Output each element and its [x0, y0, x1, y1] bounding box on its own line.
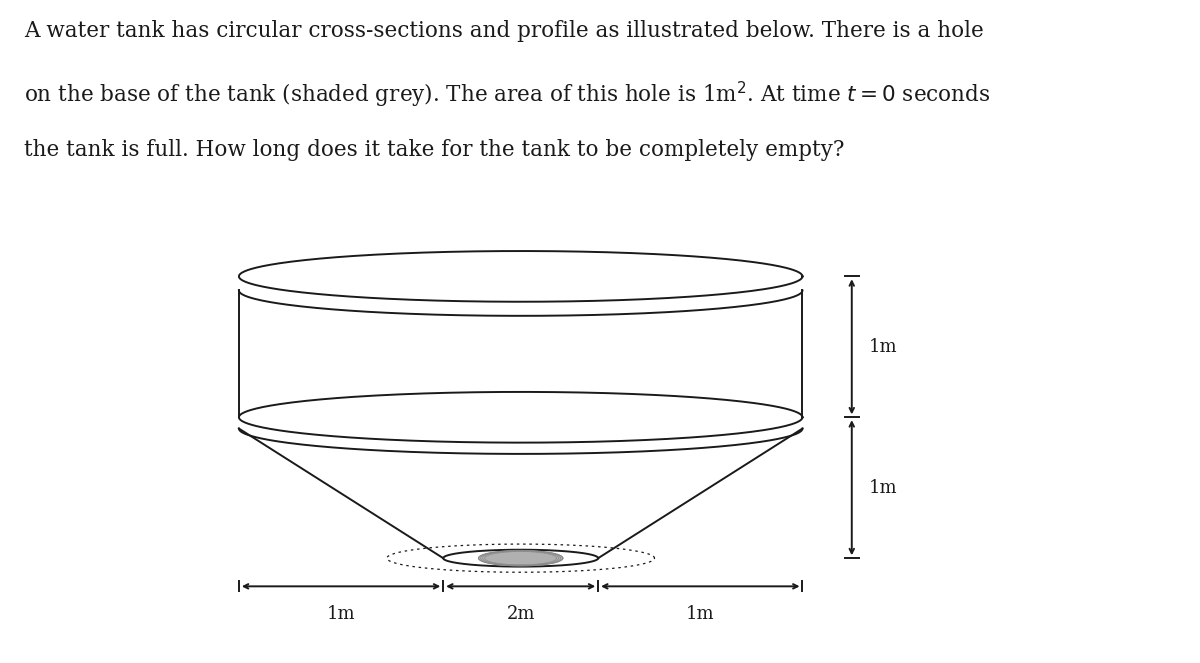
Text: on the base of the tank (shaded grey). The area of this hole is 1m$^2$. At time : on the base of the tank (shaded grey). T…	[24, 80, 990, 110]
Text: 1m: 1m	[869, 338, 898, 356]
Text: A water tank has circular cross-sections and profile as illustrated below. There: A water tank has circular cross-sections…	[24, 20, 984, 42]
Text: 1m: 1m	[326, 605, 355, 623]
Ellipse shape	[479, 550, 563, 566]
Text: 1m: 1m	[686, 605, 715, 623]
Text: 2m: 2m	[506, 605, 535, 623]
Text: 1m: 1m	[869, 479, 898, 497]
Text: the tank is full. How long does it take for the tank to be completely empty?: the tank is full. How long does it take …	[24, 139, 845, 161]
